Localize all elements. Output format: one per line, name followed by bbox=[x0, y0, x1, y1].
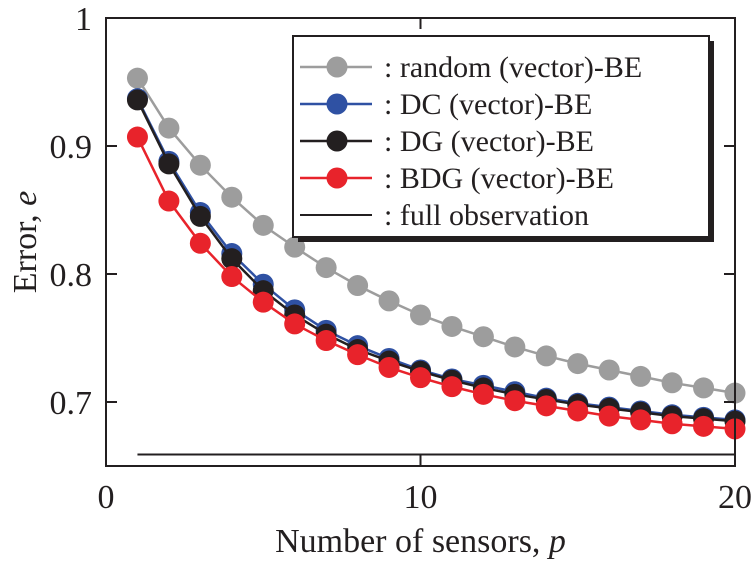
x-tick-label: 10 bbox=[404, 479, 438, 516]
legend-swatch-marker bbox=[326, 167, 348, 189]
data-point bbox=[567, 353, 589, 375]
data-point bbox=[158, 190, 180, 212]
legend-label: : DC (vector)-BE bbox=[384, 88, 592, 121]
data-point bbox=[252, 291, 274, 313]
legend-swatch-marker bbox=[326, 93, 348, 115]
data-point bbox=[630, 365, 652, 387]
data-point bbox=[567, 400, 589, 422]
data-point bbox=[221, 266, 243, 288]
series-4 bbox=[126, 126, 746, 440]
legend: : random (vector)-BE : DC (vector)-BE : DG… bbox=[292, 35, 714, 242]
x-tick-label: 0 bbox=[98, 479, 115, 516]
series-1 bbox=[126, 67, 746, 404]
data-point bbox=[158, 153, 180, 175]
data-point bbox=[378, 290, 400, 312]
data-point bbox=[189, 154, 211, 176]
data-point bbox=[693, 377, 715, 399]
data-point bbox=[221, 186, 243, 208]
data-point bbox=[504, 390, 526, 412]
data-point bbox=[315, 330, 337, 352]
y-tick-label: 1 bbox=[75, 1, 92, 38]
legend-label: : random (vector)-BE bbox=[384, 51, 642, 84]
data-point bbox=[693, 415, 715, 437]
data-point bbox=[252, 214, 274, 236]
data-point bbox=[189, 205, 211, 227]
y-tick-label: 0.9 bbox=[50, 129, 93, 166]
data-point bbox=[630, 409, 652, 431]
legend-swatch-marker bbox=[326, 130, 348, 152]
data-point bbox=[347, 275, 369, 297]
data-point bbox=[410, 367, 431, 389]
legend-swatch-marker bbox=[326, 56, 348, 78]
data-point bbox=[472, 383, 494, 405]
data-point bbox=[221, 248, 243, 270]
legend-label: : full observation bbox=[384, 199, 589, 232]
data-point bbox=[504, 336, 526, 358]
data-point bbox=[126, 89, 148, 111]
y-axis-title: Error, e bbox=[7, 191, 44, 293]
legend-label: : DG (vector)-BE bbox=[384, 125, 594, 158]
x-tick-label: 20 bbox=[718, 479, 752, 516]
data-point bbox=[441, 376, 463, 398]
x-axis-title: Number of sensors, p bbox=[275, 523, 566, 560]
data-point bbox=[158, 117, 180, 139]
data-point bbox=[661, 372, 683, 394]
data-point bbox=[441, 315, 463, 337]
data-point bbox=[126, 67, 148, 89]
data-point bbox=[410, 304, 431, 326]
data-point bbox=[598, 359, 620, 381]
data-point bbox=[598, 405, 620, 427]
plot-marks bbox=[126, 67, 746, 456]
data-point bbox=[347, 344, 369, 366]
data-point bbox=[378, 356, 400, 378]
y-tick-label: 0.8 bbox=[50, 257, 93, 294]
legend-label: : BDG (vector)-BE bbox=[384, 162, 614, 195]
data-point bbox=[535, 395, 557, 417]
legend-box bbox=[292, 35, 710, 238]
data-point bbox=[535, 345, 557, 367]
data-point bbox=[472, 326, 494, 348]
data-point bbox=[284, 313, 306, 335]
data-point bbox=[315, 257, 337, 279]
data-point bbox=[126, 126, 148, 148]
data-point bbox=[189, 232, 211, 254]
data-point bbox=[661, 413, 683, 435]
y-tick-label: 0.7 bbox=[50, 385, 93, 422]
axis-ticks: 0 10 20 0.7 0.8 0.9 1 bbox=[50, 1, 753, 516]
